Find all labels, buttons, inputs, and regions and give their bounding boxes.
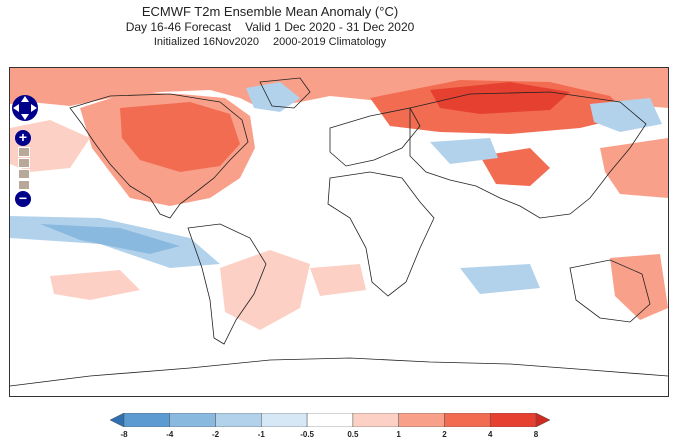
warm-anomaly-layer <box>10 68 668 330</box>
color-scale-tick-label: 8 <box>533 430 539 439</box>
zoom-level-4[interactable] <box>18 180 30 190</box>
zoom-control: + − <box>15 130 31 207</box>
color-scale-cell <box>489 413 537 427</box>
color-scale-tick-label: -2 <box>211 430 220 439</box>
warm-anomaly-pacific-east <box>600 138 668 198</box>
color-scale-cell <box>169 413 216 427</box>
color-scale-tick-label: -4 <box>166 430 174 439</box>
warm-anomaly-south-atlantic <box>310 264 366 296</box>
coastline-asia <box>409 91 647 219</box>
forecast-days: Day 16-46 Forecast <box>125 20 232 34</box>
color-scale-cell <box>215 413 262 427</box>
zoom-in-button[interactable]: + <box>15 130 31 146</box>
warm-anomaly-siberia-core <box>430 82 570 114</box>
color-scale-low-arrow <box>110 413 125 427</box>
color-scale-tick-label: 1 <box>396 430 401 439</box>
color-scale-cell <box>123 413 171 427</box>
map-title: ECMWF T2m Ensemble Mean Anomaly (°C) <box>141 4 399 19</box>
warm-anomaly-south-pacific <box>50 270 140 300</box>
coastline-europe <box>329 107 421 167</box>
cool-anomaly-tropical-pacific-core <box>40 224 180 254</box>
color-scale-cell <box>398 413 445 427</box>
warm-anomaly-australia <box>610 254 668 320</box>
coastline-south-america <box>187 223 267 345</box>
zoom-level-1[interactable] <box>18 147 30 157</box>
initialized-date: Initialized 16Nov2020 <box>153 36 260 48</box>
zoom-out-button[interactable]: − <box>15 191 31 207</box>
color-scale-tick-label: -1 <box>257 430 265 439</box>
coastline-africa <box>327 171 435 297</box>
color-scale-cells <box>110 413 550 427</box>
valid-period: Valid 1 Dec 2020 - 31 Dec 2020 <box>245 20 415 34</box>
coastline-north-america <box>69 93 249 219</box>
color-scale-tick-label: 4 <box>487 430 493 439</box>
cool-anomaly-south-indian-ocean <box>460 264 540 294</box>
anomaly-map[interactable] <box>9 67 669 397</box>
init-info: Initialized 16Nov2020 2000-2019 Climatolo… <box>0 35 540 50</box>
cool-anomaly-mongolia <box>430 138 498 164</box>
pan-arrows-icon[interactable] <box>10 93 40 123</box>
cool-anomaly-greenland <box>246 82 300 112</box>
color-scale-cell <box>261 413 308 427</box>
world-map-svg <box>10 68 668 387</box>
coastline-australia <box>569 259 651 323</box>
coastline-layer <box>10 77 668 387</box>
color-scale-tick-label: 2 <box>442 430 447 439</box>
color-scale-labels: -8 -4 -2 -1 -0.5 0.5 1 2 4 8 <box>0 430 680 442</box>
color-scale-high-arrow <box>535 413 550 427</box>
warm-anomaly-west-atlantic <box>10 120 90 172</box>
color-scale <box>110 413 550 427</box>
forecast-range: Day 16-46 Forecast Valid 1 Dec 2020 - 31 … <box>0 20 540 35</box>
color-scale-tick-label: -8 <box>120 430 128 439</box>
coastline-greenland <box>259 77 311 109</box>
cool-anomaly-east-asia <box>590 98 662 132</box>
cool-anomaly-layer <box>10 82 662 294</box>
color-scale-cell <box>352 413 399 427</box>
warm-anomaly-arctic <box>10 68 668 108</box>
warm-anomaly-canada-core <box>120 102 240 172</box>
coastline-antarctica <box>10 357 668 387</box>
climatology-period: 2000-2019 Climatology <box>273 36 387 48</box>
color-scale-cell <box>306 413 354 427</box>
color-scale-cell <box>444 413 491 427</box>
map-title-block: ECMWF T2m Ensemble Mean Anomaly (°C) Day… <box>0 4 540 50</box>
zoom-level-2[interactable] <box>18 158 30 168</box>
color-scale-tick-label: -0.5 <box>300 430 315 439</box>
zoom-level-3[interactable] <box>18 169 30 179</box>
color-scale-tick-label: 0.5 <box>347 430 359 439</box>
